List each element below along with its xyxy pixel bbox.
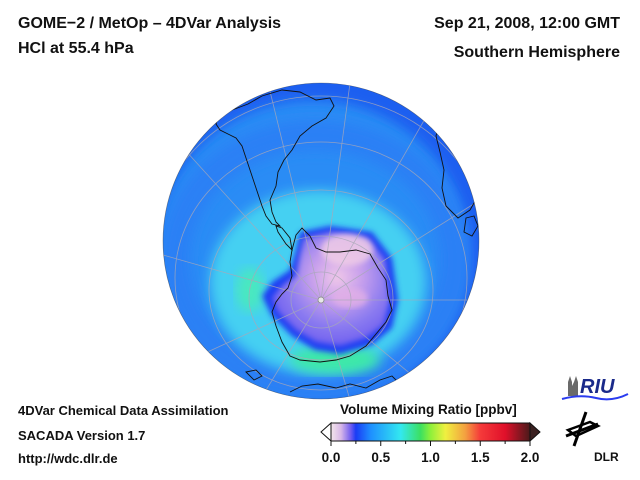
datetime-label: Sep 21, 2008, 12:00 GMT [434,15,620,32]
map-title: GOME−2 / MetOp – 4DVar Analysis [18,15,282,32]
footer-version-label: SACADA Version 1.7 [18,428,146,443]
footer-assimilation-label: 4DVar Chemical Data Assimilation [18,403,229,418]
antarctic-peninsula [275,225,293,252]
footer-url-link[interactable]: http://wdc.dlr.de [18,451,118,466]
globe-outline [162,82,480,400]
madagascar-coast [463,215,479,237]
vortex-pink-lobe-2 [332,288,368,308]
new-zealand-coast [245,369,263,381]
region-label: Southern Hemisphere [453,44,620,61]
river-wave-icon [561,393,629,401]
dlr-logo-text: DLR [594,450,619,464]
colorbar-under-arrow [320,421,332,443]
cathedral-icon [568,376,578,396]
colorbar-tick-label: 1.0 [421,450,440,465]
antarctica-coast [271,227,393,363]
graticule [163,83,479,399]
colorbar-tick-label: 2.0 [520,450,540,465]
vortex-pink-lobe [321,234,373,266]
riu-logo-text: RIU [580,376,615,398]
map-subtitle: HCl at 55.4 hPa [18,40,134,57]
colorbar-over-arrow [529,421,541,443]
dlr-logo-icon [565,411,601,447]
colorbar-tick-label: 1.5 [470,450,490,465]
colorbar-tick-label: 0.5 [371,450,391,465]
south-pole-marker [317,296,325,304]
riu-logo: RIU [561,376,629,401]
colorbar-gradient [330,422,531,442]
colorbar-title: Volume Mixing Ratio [ppbv] [340,402,517,417]
australia-coast [289,375,401,393]
colorbar-ticks [330,441,531,446]
south-america-coast [215,89,335,227]
colorbar-tick-label: 0.0 [321,450,341,465]
mid-band [163,120,470,399]
green-patch-west [236,268,264,312]
